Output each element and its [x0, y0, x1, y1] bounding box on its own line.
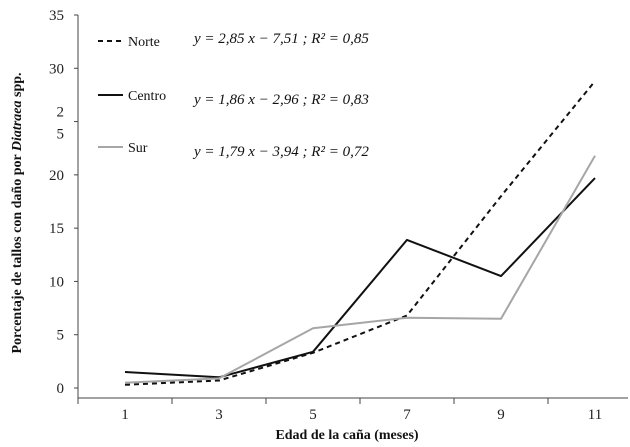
x-tick-label: 5 [309, 407, 317, 423]
legend: Norte y = 2,85 x − 7,51 ; R² = 0,85 Centro… [98, 31, 369, 160]
x-tick-label: 3 [215, 407, 223, 423]
y-tick-label: 20 [49, 168, 64, 184]
y-tick-label: 15 [49, 221, 64, 237]
x-tick-label: 11 [588, 407, 602, 423]
y-tick-label-part: 5 [57, 127, 65, 143]
y-tick-label: 30 [49, 61, 64, 77]
legend-label-sur: Sur [128, 141, 148, 156]
equation-centro: y = 1,86 x − 2,96 ; R² = 0,83 [192, 92, 369, 108]
x-tick-label: 1 [121, 407, 129, 423]
y-axis-title: Porcentaje de tallos con daño por Diatra… [10, 72, 25, 353]
x-tick-label: 7 [403, 407, 411, 423]
series-lines [124, 80, 596, 386]
series-line-norte [124, 80, 596, 386]
y-axis-title-suffix: spp. [10, 72, 25, 100]
y-tick-label: 5 [57, 328, 65, 344]
x-axis-ticks: 1 3 5 7 9 11 [77, 398, 602, 423]
legend-label-norte: Norte [128, 35, 160, 50]
y-tick-label: 35 [49, 8, 64, 24]
series-line-sur [124, 155, 596, 384]
x-tick-label: 9 [497, 407, 505, 423]
y-tick-label: 10 [49, 274, 64, 290]
series-line-centro [124, 177, 596, 379]
y-tick-label-part: 2 [57, 105, 65, 121]
y-axis-title-prefix: Porcentaje de tallos con daño por [10, 151, 25, 353]
x-axis-title: Edad de la caña (meses) [275, 428, 418, 443]
equation-sur: y = 1,79 x − 3,94 ; R² = 0,72 [192, 144, 369, 160]
y-tick-label: 0 [57, 381, 65, 397]
legend-label-centro: Centro [128, 89, 166, 104]
axes [77, 15, 628, 399]
y-axis-title-italic: Diatraea [10, 100, 25, 152]
equation-norte: y = 2,85 x − 7,51 ; R² = 0,85 [192, 31, 369, 47]
